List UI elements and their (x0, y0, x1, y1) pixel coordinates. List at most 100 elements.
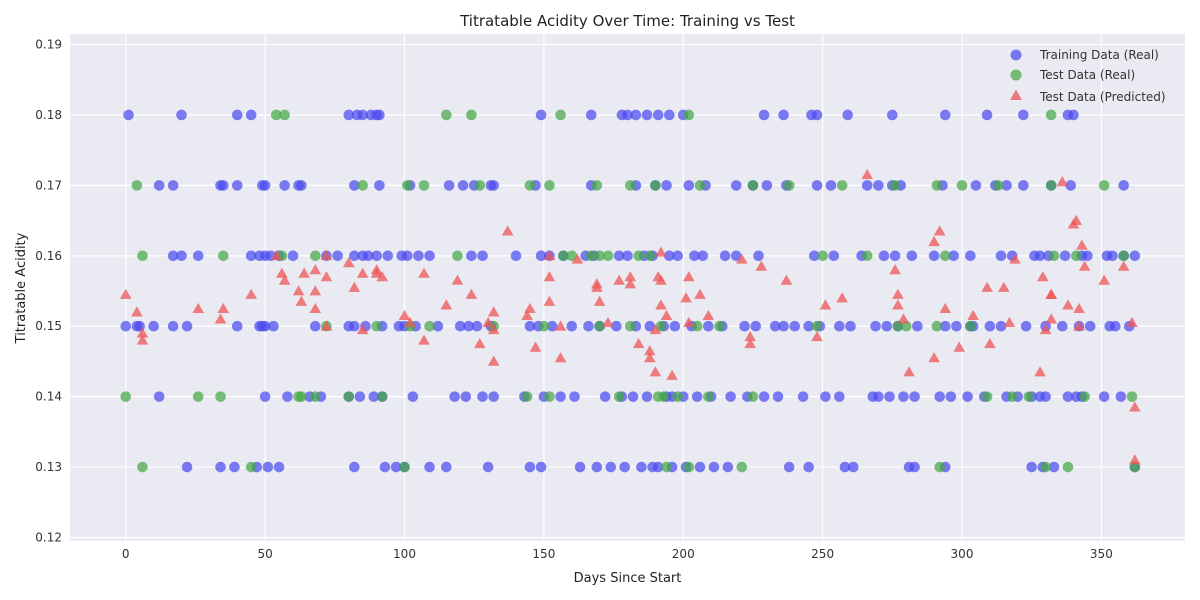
x-tick-label: 50 (257, 547, 272, 561)
predicted-point (649, 366, 662, 377)
predicted-point (660, 309, 673, 321)
predicted-point (309, 285, 322, 296)
predicted-point (1129, 454, 1141, 465)
test-point (783, 180, 795, 191)
predicted-point (292, 285, 305, 296)
test-point (931, 180, 943, 191)
training-point (652, 461, 664, 473)
x-tick-label: 300 (951, 547, 974, 561)
training-point (1129, 250, 1141, 262)
test-point (811, 320, 823, 332)
training-point (535, 250, 547, 262)
test-point (343, 391, 355, 402)
predicted-point (543, 250, 556, 261)
training-point (1057, 320, 1068, 332)
predicted-point (1129, 401, 1141, 412)
test-point (591, 180, 603, 191)
training-point (268, 320, 279, 332)
test-point (1006, 391, 1018, 402)
y-tick-label: 0.18 (35, 108, 62, 122)
test-point (661, 461, 672, 473)
training-point (273, 461, 285, 473)
training-point (672, 250, 683, 262)
test-point (371, 320, 382, 332)
predicted-point (1056, 176, 1069, 187)
predicted-point (602, 316, 614, 328)
training-point (909, 391, 920, 402)
test-point (555, 109, 566, 121)
predicted-point (1098, 274, 1110, 285)
predicted-point (655, 246, 667, 257)
training-point (808, 250, 820, 262)
x-axis-label: Days Since Start (574, 571, 682, 586)
training-point (881, 320, 893, 332)
training-point (574, 461, 586, 473)
test-point (1129, 461, 1141, 473)
training-point (471, 320, 483, 332)
test-point (650, 180, 661, 191)
training-point (613, 250, 625, 262)
training-point (231, 180, 243, 191)
predicted-point (119, 288, 132, 299)
predicted-point (811, 330, 823, 342)
training-point (644, 320, 656, 332)
training-point (524, 461, 536, 473)
training-point (374, 180, 385, 191)
training-point (354, 391, 366, 402)
training-point (995, 250, 1007, 262)
training-point (167, 250, 179, 262)
training-point (811, 109, 823, 121)
predicted-point (278, 274, 291, 285)
training-point (834, 320, 845, 332)
predicted-point (136, 334, 149, 345)
training-point (555, 391, 566, 402)
test-point (889, 180, 901, 191)
test-point (1118, 250, 1129, 262)
predicted-point (702, 309, 715, 321)
training-point (730, 250, 742, 262)
training-point (457, 180, 469, 191)
test-point (544, 180, 555, 191)
test-point (544, 391, 555, 402)
test-point (215, 391, 226, 402)
predicted-point (892, 299, 904, 310)
test-point (691, 320, 703, 332)
predicted-point (928, 235, 940, 247)
predicted-point (680, 292, 692, 303)
x-tick-label: 0 (122, 547, 130, 561)
y-tick-label: 0.13 (35, 460, 62, 474)
predicted-point (928, 352, 940, 363)
test-point (624, 180, 636, 191)
training-point (362, 250, 374, 262)
training-point (477, 250, 488, 262)
training-point (730, 180, 742, 191)
predicted-point (1037, 271, 1049, 282)
training-point (803, 461, 814, 473)
training-point (1082, 250, 1093, 262)
predicted-point (214, 313, 227, 324)
predicted-point (889, 264, 901, 275)
training-point (873, 180, 884, 191)
test-point (1048, 250, 1060, 262)
test-point (585, 250, 597, 262)
training-point (783, 461, 795, 473)
training-point (664, 109, 675, 121)
training-point (984, 320, 996, 332)
test-point (1040, 461, 1051, 473)
training-point (1040, 391, 1051, 402)
training-point (820, 391, 831, 402)
training-point (889, 250, 901, 262)
predicted-point (939, 302, 952, 313)
training-point (1001, 180, 1012, 191)
training-point (945, 391, 957, 402)
training-point (379, 461, 391, 473)
training-point (1115, 391, 1127, 402)
training-point (778, 320, 789, 332)
training-point (1018, 109, 1029, 121)
training-point (722, 461, 734, 473)
training-point (443, 180, 455, 191)
predicted-point (1126, 316, 1138, 328)
predicted-point (1039, 323, 1052, 335)
test-point (1098, 180, 1110, 191)
training-point (310, 320, 321, 332)
